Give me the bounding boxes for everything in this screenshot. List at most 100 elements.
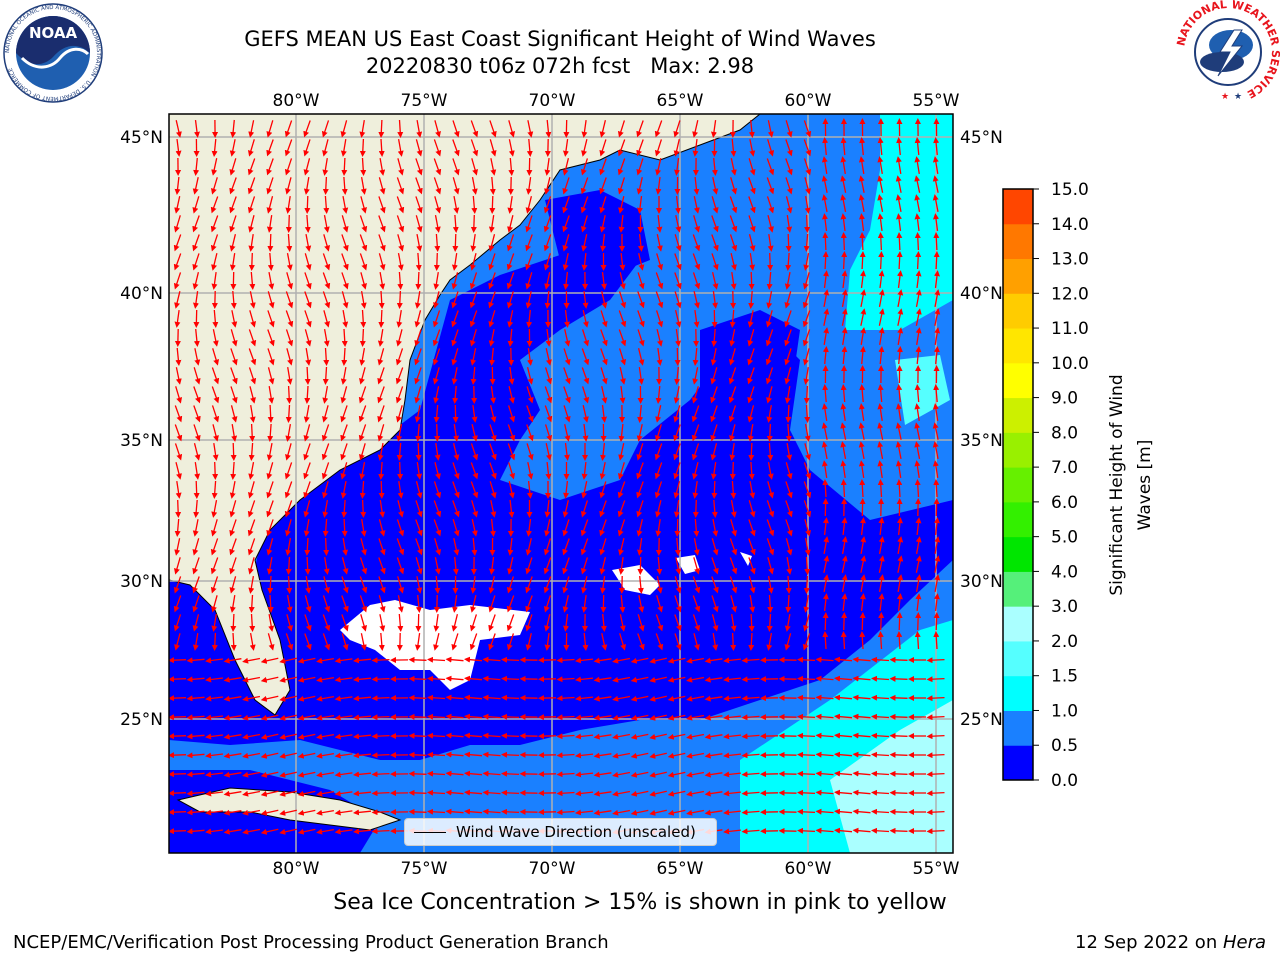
wave-arrow — [507, 405, 516, 423]
wave-arrow — [416, 462, 423, 480]
wave-arrow — [933, 479, 940, 498]
wave-arrow — [840, 137, 847, 156]
wave-arrow — [636, 500, 644, 518]
wave-arrow — [230, 329, 238, 347]
wave-arrow — [858, 403, 865, 421]
wave-arrow — [785, 158, 793, 176]
wave-arrow — [563, 367, 571, 385]
wave-arrow — [926, 809, 945, 816]
wave-arrow — [889, 656, 908, 663]
wave-arrow — [599, 215, 606, 233]
wave-arrow — [415, 519, 423, 537]
wave-arrow — [654, 481, 663, 499]
wave-arrow — [748, 119, 755, 138]
wave-arrow — [230, 367, 238, 385]
colorbar-segment — [1003, 467, 1033, 503]
wave-arrow — [767, 481, 774, 499]
wave-arrow — [193, 499, 200, 518]
wave-arrow — [453, 424, 460, 442]
wave-arrow — [934, 327, 941, 346]
wave-arrow — [408, 789, 427, 796]
wave-arrow — [932, 194, 939, 213]
wave-arrow — [785, 139, 793, 157]
wave-arrow — [212, 443, 219, 461]
wave-arrow — [267, 329, 275, 347]
wave-arrow — [229, 139, 236, 157]
wave-arrow — [914, 194, 921, 213]
wave-arrow — [378, 138, 385, 157]
wave-arrow — [408, 808, 427, 815]
wave-arrow — [767, 139, 775, 157]
wave-arrow — [914, 232, 921, 251]
wave-arrow — [729, 443, 736, 461]
wave-arrow — [267, 423, 274, 442]
wave-arrow — [730, 480, 737, 499]
wave-arrow — [507, 443, 516, 461]
wave-arrow — [358, 405, 367, 423]
wave-arrow — [889, 694, 908, 701]
wave-arrow — [600, 367, 608, 385]
wave-arrow — [174, 310, 181, 328]
wave-arrow — [432, 348, 441, 366]
wave-arrow — [470, 443, 479, 461]
wave-arrow — [712, 177, 719, 195]
wave-arrow — [322, 499, 329, 518]
wave-arrow — [266, 139, 274, 157]
wave-arrow — [804, 195, 811, 214]
colorbar-tick-label: 6.0 — [1051, 493, 1078, 513]
wave-arrow — [173, 253, 182, 271]
colorbar-tick-label: 11.0 — [1051, 319, 1089, 339]
wave-arrow — [636, 177, 643, 195]
wave-arrow — [415, 481, 423, 499]
wave-arrow — [359, 461, 366, 480]
wave-arrow — [268, 385, 275, 404]
wave-arrow — [877, 422, 884, 440]
wave-arrow — [728, 367, 737, 385]
wave-arrow — [322, 366, 329, 385]
wave-arrow — [285, 519, 292, 537]
wave-arrow — [174, 443, 183, 461]
wave-arrow — [248, 442, 255, 461]
wave-arrow — [451, 329, 459, 347]
wave-arrow — [804, 177, 811, 195]
wave-arrow — [194, 120, 200, 138]
wave-arrow — [379, 157, 386, 176]
wave-arrow — [175, 139, 182, 157]
wave-arrow — [285, 196, 292, 214]
wave-arrow — [877, 175, 884, 193]
wave-arrow — [249, 310, 256, 328]
wave-arrow — [212, 348, 220, 366]
wave-arrow — [341, 157, 348, 176]
wave-arrow — [229, 253, 236, 271]
wave-arrow — [414, 329, 422, 347]
wave-arrow — [821, 156, 828, 175]
wave-arrow — [415, 196, 423, 214]
wave-arrow — [581, 462, 588, 480]
wave-arrow — [804, 423, 811, 442]
wave-arrow — [489, 462, 497, 480]
wave-arrow — [488, 310, 496, 328]
legend-label: Wind Wave Direction (unscaled) — [456, 823, 696, 841]
wave-arrow — [469, 329, 477, 347]
wave-arrow — [674, 234, 682, 252]
wave-arrow — [248, 348, 257, 366]
wave-arrow — [564, 310, 570, 328]
wave-arrow — [933, 346, 940, 365]
wave-arrow — [673, 386, 680, 404]
wave-arrow — [858, 460, 865, 478]
wave-arrow — [397, 234, 404, 252]
wave-arrow — [489, 443, 497, 461]
wave-arrow — [322, 253, 331, 271]
wave-arrow — [840, 175, 847, 193]
wave-arrow — [175, 499, 182, 518]
wave-arrow — [322, 481, 329, 499]
wave-arrow — [543, 215, 552, 233]
wave-arrow — [434, 423, 441, 442]
wave-arrow — [175, 481, 182, 499]
wave-arrow — [340, 138, 347, 157]
wave-arrow — [821, 441, 828, 460]
wave-arrow — [563, 271, 570, 290]
wave-arrow — [797, 732, 816, 739]
wave-arrow — [654, 443, 663, 461]
